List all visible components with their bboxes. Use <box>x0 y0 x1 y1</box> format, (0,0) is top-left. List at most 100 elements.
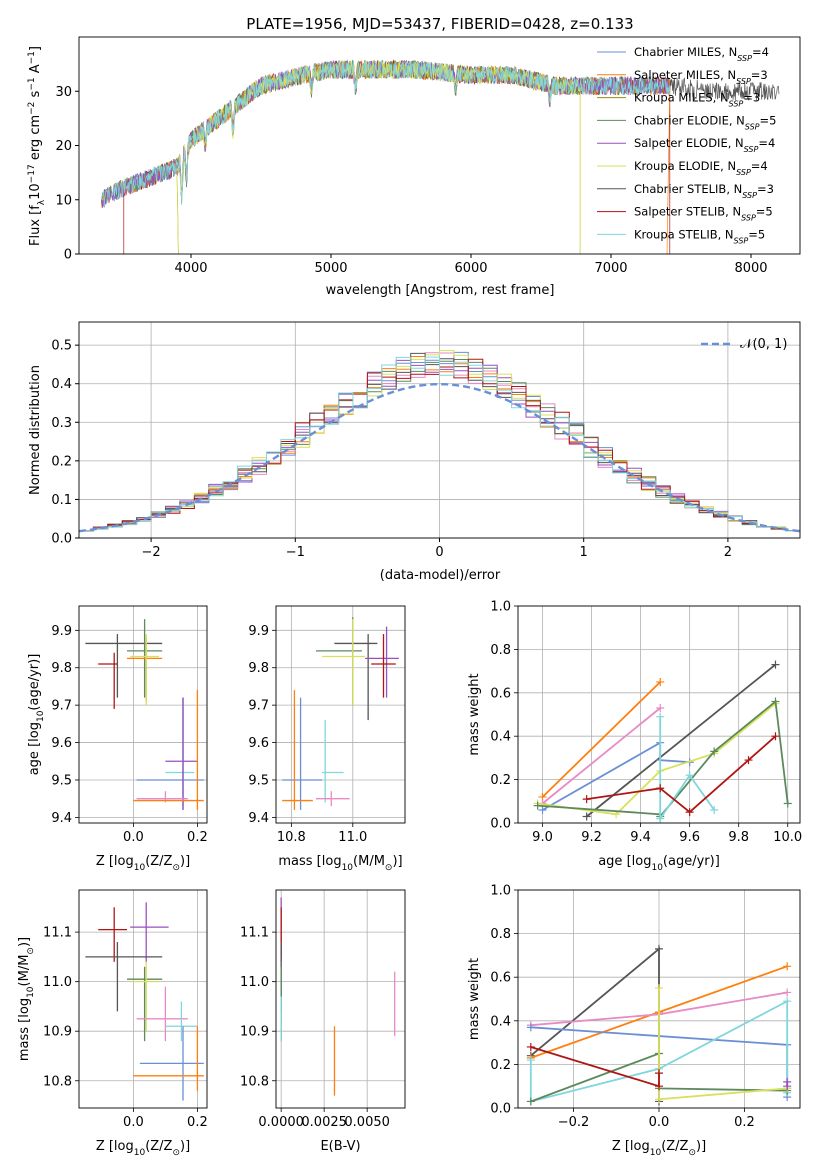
mw-vs-age-marker <box>771 697 780 706</box>
age-vs-mass-panel: 10.8 11.0 9.4 9.5 9.6 9.7 9.8 9.9 mass [log10(M/… <box>248 605 406 873</box>
mw-vs-age-series-4 <box>537 702 777 816</box>
mass-vs-z-ylabel: mass [log10(M/M⊙)] <box>17 937 36 1061</box>
mass-vs-ebv-xtick-label: 0.0000 <box>258 1115 304 1130</box>
mw-vs-z-ytick-label: 0.2 <box>490 1058 511 1073</box>
mw-vs-z-xlabel: Z [log10(Z/Z⊙)] <box>612 1139 706 1158</box>
mass-vs-metallicity-panel: 0.0 0.2 10.8 10.9 11.0 11.1 Z [log10(Z/Z⊙)] mas… <box>17 889 208 1158</box>
age-vs-z-xtick-label: 0.0 <box>123 830 144 845</box>
age-vs-z-ytick-label: 9.8 <box>51 661 72 676</box>
age-vs-mass-ytick-label: 9.9 <box>248 624 269 639</box>
mass-weight-vs-metallicity-panel: −0.2 0.0 0.2 0.0 0.2 0.4 0.6 0.8 1.0 Z [log10(Z/Z… <box>467 884 801 1158</box>
legend-label-salpeter-miles: Salpeter MILES, NSSP=3 <box>634 68 768 86</box>
mw-vs-age-marker <box>533 801 542 810</box>
spectrum-series-kroupa-miles <box>176 60 581 255</box>
mass-vs-ebv-ytick-label: 10.9 <box>240 1025 269 1040</box>
mass-vs-ebv-ytick-label: 11.1 <box>240 926 269 941</box>
age-vs-z-frame <box>78 605 208 824</box>
mw-vs-age-xtick-label: 9.4 <box>630 830 651 845</box>
spectrum-series-kroupa-stelib <box>101 59 671 207</box>
mw-vs-age-series-2 <box>541 707 661 805</box>
mw-vs-age-xtick-label: 9.2 <box>581 830 602 845</box>
residual-ylabel: Normed distribution <box>28 365 43 495</box>
spectrum-ylabel: Flux [fλ10−17 erg cm−2 s−1 A−1] <box>27 46 47 246</box>
mw-vs-age-marker <box>744 756 753 765</box>
residual-xtick-label: 0 <box>435 545 443 560</box>
residual-xtick-label: −1 <box>286 545 305 560</box>
mass-vs-z-ytick-label: 11.0 <box>43 975 72 990</box>
mw-vs-age-marker <box>685 771 694 780</box>
mass-vs-z-xtick-label: 0.0 <box>123 1115 144 1130</box>
spectrum-ytick-label: 10 <box>55 193 72 208</box>
mw-vs-z-marker <box>526 1056 535 1065</box>
residual-histogram-panel: −2 −1 0 1 2 0.0 0.1 0.2 0.3 0.4 0.5 𝒩(0, 1) (data-mo… <box>28 321 801 583</box>
residual-ytick-label: 0.5 <box>51 339 72 354</box>
mw-vs-age-ytick-label: 0.2 <box>490 773 511 788</box>
age-vs-mass-xtick-label: 10.8 <box>277 830 306 845</box>
mass-vs-ebv-ytick-label: 11.0 <box>240 975 269 990</box>
normal-distribution-curve <box>78 382 801 533</box>
mass-vs-z-xtick-label: 0.2 <box>187 1115 208 1130</box>
spectrum-xtick-label: 4000 <box>174 261 207 276</box>
mw-vs-age-marker <box>582 812 591 821</box>
mw-vs-age-xtick-label: 10.0 <box>773 830 802 845</box>
age-vs-z-xtick-label: 0.2 <box>187 830 208 845</box>
mw-vs-age-ytick-label: 0.6 <box>490 686 511 701</box>
mw-vs-z-marker <box>655 1095 663 1104</box>
mw-vs-z-ytick-label: 0.6 <box>490 971 511 986</box>
mw-vs-z-marker <box>655 944 663 953</box>
legend-label-kroupa-elodie: Kroupa ELODIE, NSSP=4 <box>634 159 768 177</box>
mw-vs-age-series-6 <box>659 716 715 822</box>
mw-vs-age-marker <box>656 703 665 712</box>
mw-vs-z-series-7 <box>530 1046 660 1088</box>
spectrum-xtick-label: 5000 <box>314 261 347 276</box>
residual-ytick-label: 0.2 <box>51 454 72 469</box>
mw-vs-age-marker <box>582 795 591 804</box>
mw-vs-age-ytick-label: 0.8 <box>490 643 511 658</box>
residual-hist-kroupa-stelib <box>79 356 800 532</box>
mw-vs-z-xtick-label: 0.0 <box>649 1115 670 1130</box>
legend-label-chabrier-elodie: Chabrier ELODIE, NSSP=5 <box>634 113 776 130</box>
mw-vs-z-marker <box>526 1097 535 1106</box>
mw-vs-z-xtick-label: −0.2 <box>558 1115 590 1130</box>
mw-vs-z-marker <box>783 962 792 971</box>
age-vs-mass-ytick-label: 9.6 <box>248 736 269 751</box>
age-vs-z-ytick-label: 9.9 <box>51 624 72 639</box>
mw-vs-age-ylabel: mass weight <box>467 673 482 755</box>
mw-vs-z-series-0 <box>530 946 660 1102</box>
mw-vs-age-marker <box>656 712 665 721</box>
mass-vs-z-frame <box>78 889 208 1109</box>
mw-vs-age-frame <box>517 605 801 824</box>
mw-vs-z-ytick-label: 1.0 <box>490 884 511 899</box>
age-vs-mass-xlabel: mass [log10(M/M⊙)] <box>278 854 402 873</box>
legend-label-salpeter-stelib: Salpeter STELIB, NSSP=5 <box>634 205 773 223</box>
residual-xtick-label: 1 <box>580 545 588 560</box>
spectrum-ytick-label: 20 <box>55 139 72 154</box>
mw-vs-z-marker <box>526 1023 535 1032</box>
mass-weight-vs-age-panel: 9.0 9.2 9.4 9.6 9.8 10.0 0.0 0.2 0.4 0.6 0.8 1.0 age… <box>467 600 802 874</box>
mw-vs-z-ytick-label: 0.8 <box>490 927 511 942</box>
mw-vs-z-marker <box>783 988 792 997</box>
spectrum-xtick-label: 8000 <box>734 261 767 276</box>
mw-vs-age-marker <box>656 784 665 793</box>
legend-label-kroupa-miles: Kroupa MILES, NSSP=3 <box>634 91 760 109</box>
spectrum-series-kroupa-elodie <box>176 60 581 255</box>
mw-vs-age-series-5 <box>537 699 789 819</box>
residual-ytick-label: 0.4 <box>51 377 72 392</box>
age-vs-z-ytick-label: 9.5 <box>51 773 72 788</box>
residual-xlabel: (data-model)/error <box>380 568 501 583</box>
age-vs-z-ytick-label: 9.7 <box>51 699 72 714</box>
spectrum-xtick-label: 6000 <box>454 261 487 276</box>
mw-vs-age-xtick-label: 9.8 <box>728 830 749 845</box>
mw-vs-z-xtick-label: 0.2 <box>734 1115 755 1130</box>
spectrum-xtick-label: 7000 <box>594 261 627 276</box>
mw-vs-z-ytick-label: 0.0 <box>490 1102 511 1117</box>
legend-label-normal: 𝒩(0, 1) <box>740 337 787 352</box>
mw-vs-age-ytick-label: 0.0 <box>490 817 511 832</box>
age-vs-z-ytick-label: 9.4 <box>51 811 72 826</box>
mw-vs-z-ylabel: mass weight <box>467 958 482 1040</box>
mass-vs-z-ytick-label: 10.8 <box>43 1074 72 1089</box>
mw-vs-age-marker <box>656 677 665 686</box>
mw-vs-z-marker <box>783 1082 792 1091</box>
spectrum-ytick-label: 0 <box>64 248 72 263</box>
